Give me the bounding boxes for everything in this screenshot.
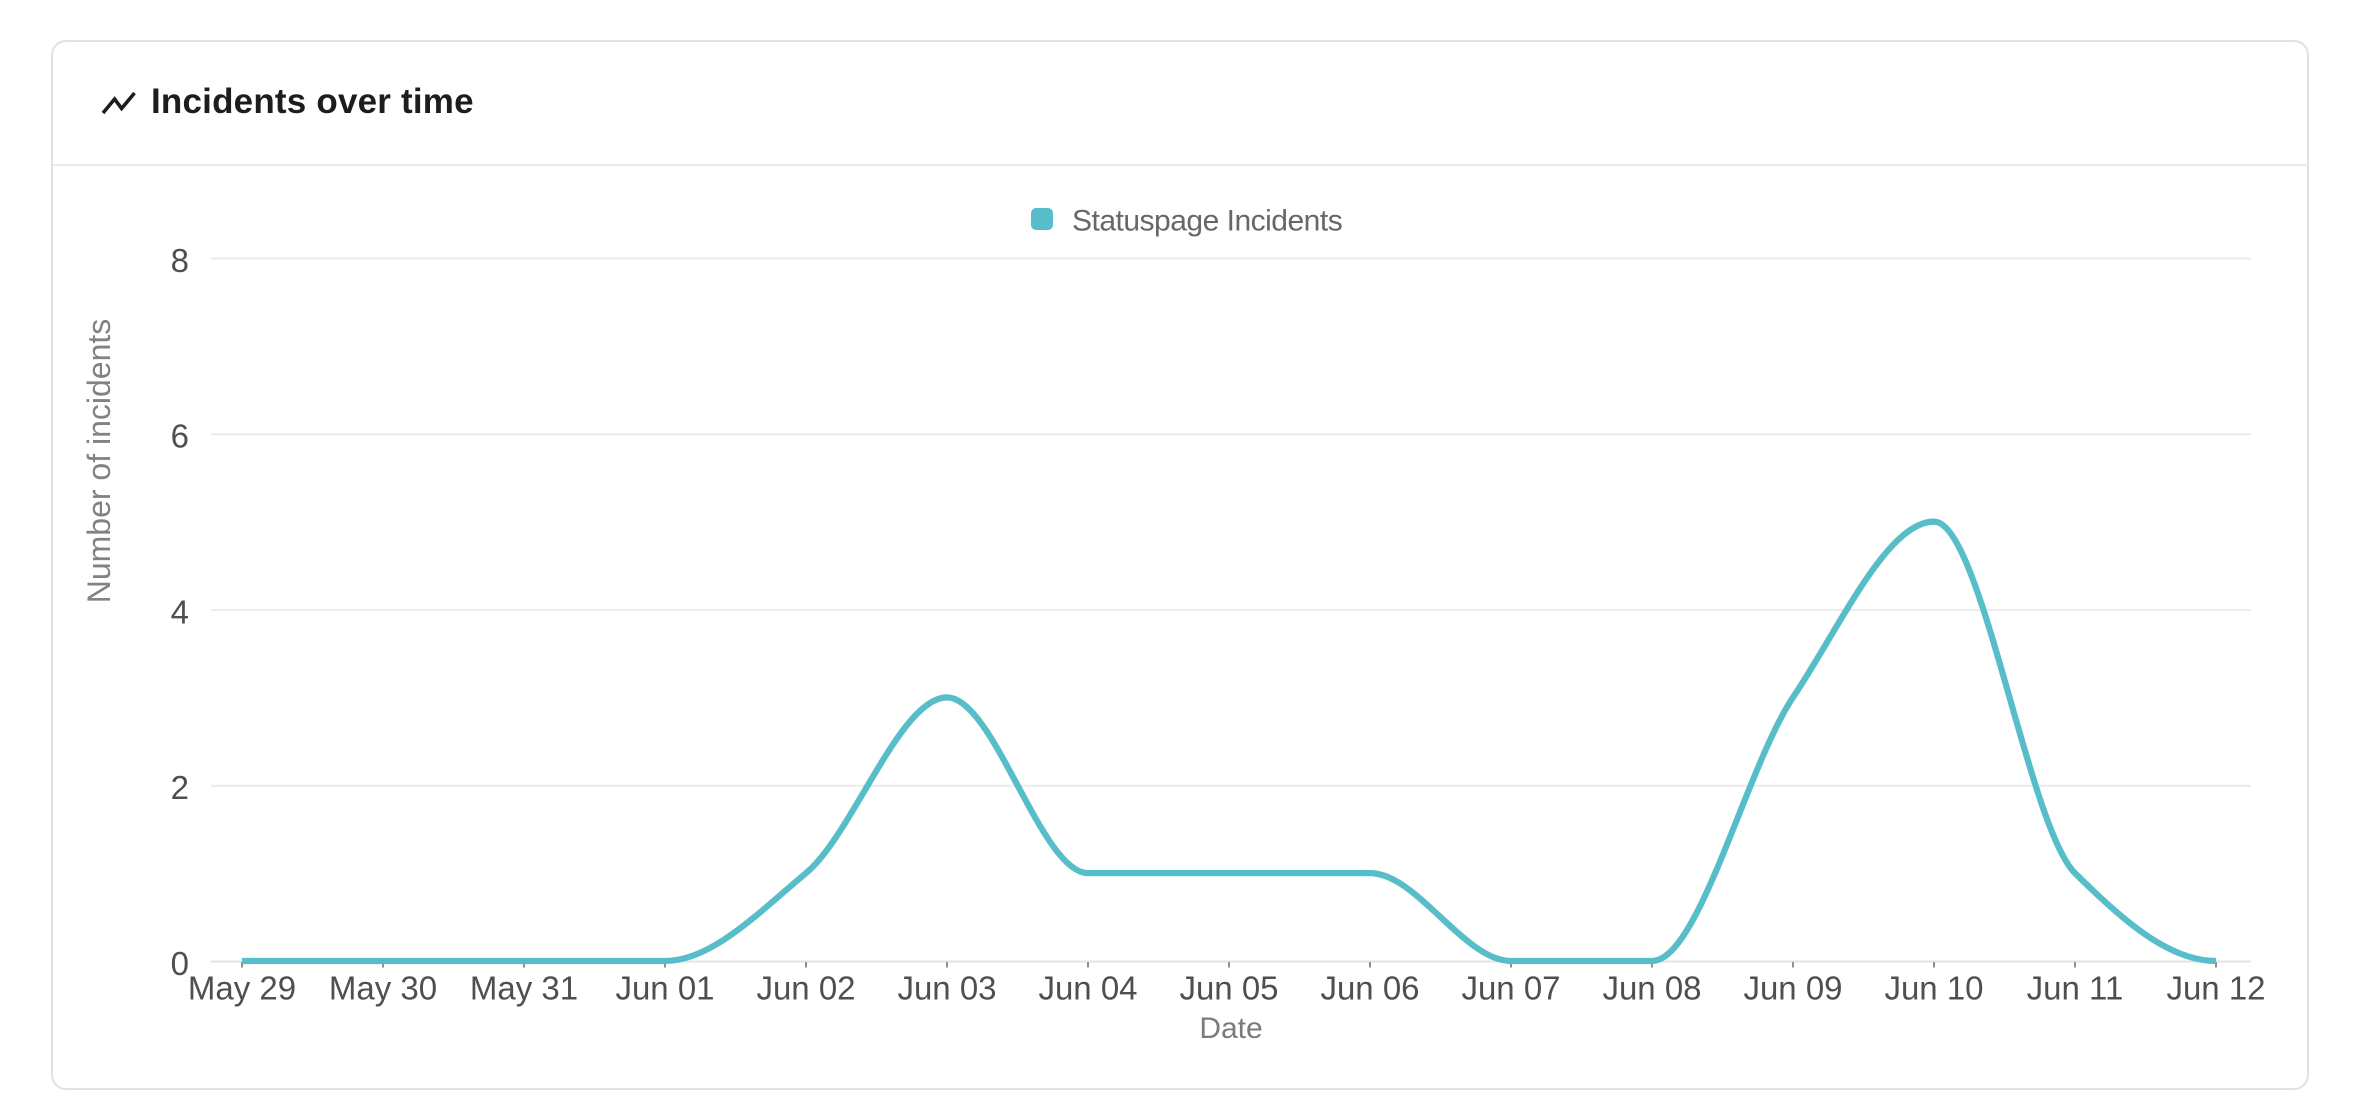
- svg-text:Statuspage Incidents: Statuspage Incidents: [1072, 205, 1342, 238]
- svg-text:Jun 04: Jun 04: [1038, 970, 1137, 1007]
- svg-text:May 30: May 30: [329, 970, 437, 1007]
- svg-text:Jun 01: Jun 01: [615, 970, 714, 1007]
- svg-text:4: 4: [171, 594, 189, 631]
- svg-text:Date: Date: [1199, 1012, 1262, 1045]
- svg-text:Jun 10: Jun 10: [1884, 970, 1983, 1007]
- svg-text:0: 0: [171, 945, 189, 982]
- svg-text:2: 2: [171, 769, 189, 806]
- svg-text:Jun 12: Jun 12: [2166, 970, 2265, 1007]
- svg-text:Jun 06: Jun 06: [1320, 970, 1419, 1007]
- svg-text:Number of incidents: Number of incidents: [81, 319, 117, 604]
- svg-text:Jun 03: Jun 03: [897, 970, 996, 1007]
- svg-text:Jun 09: Jun 09: [1743, 970, 1842, 1007]
- svg-text:Jun 08: Jun 08: [1602, 970, 1701, 1007]
- svg-text:May 31: May 31: [470, 970, 578, 1007]
- svg-text:6: 6: [171, 418, 189, 455]
- svg-text:May 29: May 29: [188, 970, 296, 1007]
- svg-text:8: 8: [171, 242, 189, 279]
- svg-text:Jun 11: Jun 11: [2027, 970, 2124, 1007]
- svg-text:Jun 02: Jun 02: [756, 970, 855, 1007]
- svg-text:Jun 07: Jun 07: [1461, 970, 1560, 1007]
- svg-text:Jun 05: Jun 05: [1179, 970, 1278, 1007]
